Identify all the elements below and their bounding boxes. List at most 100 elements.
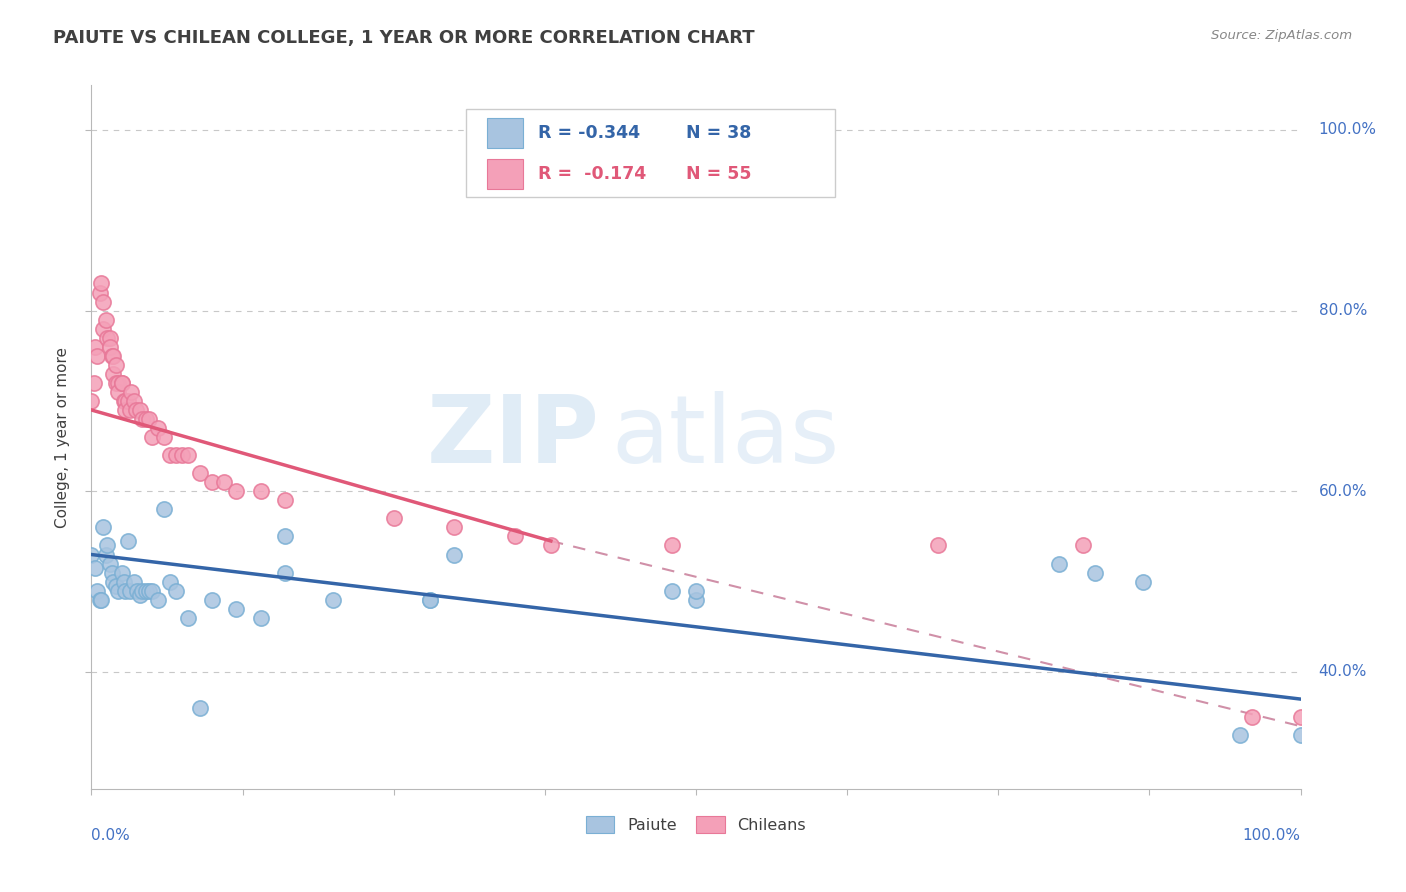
Point: [159, 574, 181, 589]
Text: 100.0%: 100.0%: [1243, 828, 1301, 843]
Point: [80, 393, 103, 408]
Point: [225, 601, 247, 615]
Point: [94, 312, 117, 326]
Point: [90, 277, 112, 291]
Point: [201, 475, 224, 490]
Point: [128, 403, 150, 417]
Point: [86, 349, 108, 363]
Text: 0.0%: 0.0%: [91, 828, 131, 843]
Point: [122, 393, 145, 408]
Text: 80.0%: 80.0%: [1319, 303, 1367, 318]
Point: [112, 393, 135, 408]
Point: [101, 349, 124, 363]
Point: [172, 448, 194, 462]
FancyBboxPatch shape: [467, 110, 835, 197]
Point: [98, 340, 121, 354]
Point: [1132, 574, 1154, 589]
Text: R =  -0.174: R = -0.174: [537, 165, 645, 183]
Point: [1071, 539, 1094, 553]
Point: [419, 592, 441, 607]
Point: [274, 493, 297, 508]
Point: [177, 448, 200, 462]
Point: [120, 403, 142, 417]
Point: [188, 701, 211, 715]
Point: [274, 529, 297, 543]
Point: [1289, 710, 1312, 724]
Point: [101, 349, 124, 363]
Point: [104, 376, 127, 390]
Legend: Paiute, Chileans: Paiute, Chileans: [579, 810, 813, 839]
Point: [135, 412, 157, 426]
Point: [114, 393, 136, 408]
Point: [214, 475, 236, 490]
Point: [122, 574, 145, 589]
Point: [443, 548, 465, 562]
Point: [114, 403, 136, 417]
Point: [685, 583, 707, 598]
Point: [101, 574, 124, 589]
Bar: [486, 119, 523, 148]
Point: [111, 566, 132, 580]
Point: [225, 484, 247, 499]
Point: [104, 579, 127, 593]
Point: [1289, 728, 1312, 742]
Point: [141, 430, 163, 444]
Point: [322, 592, 344, 607]
Y-axis label: College, 1 year or more: College, 1 year or more: [55, 347, 70, 527]
Point: [131, 583, 153, 598]
Text: Source: ZipAtlas.com: Source: ZipAtlas.com: [1212, 29, 1353, 42]
Point: [188, 467, 211, 481]
Point: [1084, 566, 1107, 580]
Point: [125, 403, 148, 417]
Point: [927, 539, 949, 553]
Point: [165, 448, 187, 462]
Text: N = 38: N = 38: [686, 124, 752, 142]
Point: [138, 412, 160, 426]
Point: [1229, 728, 1251, 742]
Point: [153, 430, 176, 444]
Point: [1241, 710, 1264, 724]
Point: [540, 539, 562, 553]
Point: [89, 592, 111, 607]
Point: [83, 376, 105, 390]
Point: [84, 561, 107, 575]
Text: R = -0.344: R = -0.344: [537, 124, 640, 142]
Point: [112, 574, 135, 589]
Point: [1047, 557, 1070, 571]
Point: [80, 548, 103, 562]
Point: [131, 412, 153, 426]
Point: [107, 583, 129, 598]
Point: [107, 376, 129, 390]
Point: [101, 566, 124, 580]
Point: [443, 520, 465, 534]
Text: atlas: atlas: [612, 391, 839, 483]
Point: [120, 583, 142, 598]
Point: [111, 376, 132, 390]
Point: [93, 520, 115, 534]
Point: [120, 384, 142, 399]
Point: [146, 421, 169, 435]
Point: [146, 592, 169, 607]
Point: [107, 384, 129, 399]
Point: [127, 583, 149, 598]
Point: [96, 331, 118, 345]
Point: [138, 583, 160, 598]
Point: [141, 583, 163, 598]
Text: ZIP: ZIP: [426, 391, 599, 483]
Point: [104, 358, 127, 372]
Point: [382, 511, 405, 525]
Point: [98, 331, 121, 345]
Point: [93, 321, 115, 335]
Point: [153, 502, 176, 516]
Point: [159, 448, 181, 462]
Point: [661, 583, 683, 598]
Point: [503, 529, 526, 543]
Point: [177, 611, 200, 625]
Point: [84, 340, 107, 354]
Text: 40.0%: 40.0%: [1319, 665, 1367, 680]
Text: N = 55: N = 55: [686, 165, 752, 183]
Text: 60.0%: 60.0%: [1319, 483, 1367, 499]
Point: [117, 533, 139, 548]
Point: [98, 557, 121, 571]
Point: [94, 548, 117, 562]
